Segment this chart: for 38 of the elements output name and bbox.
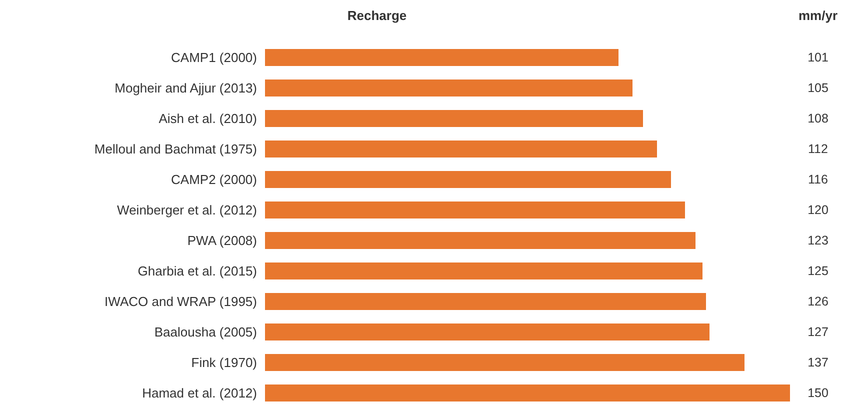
- bar: [265, 232, 696, 249]
- data-label: 150: [808, 386, 828, 400]
- bar: [265, 110, 643, 127]
- y-tick-label: CAMP2 (2000): [171, 172, 257, 187]
- bar: [265, 324, 710, 340]
- data-label: 101: [808, 50, 828, 64]
- y-tick-label: Weinberger et al. (2012): [117, 202, 257, 218]
- y-tick-label: Aish et al. (2010): [158, 110, 257, 126]
- data-label: 112: [808, 142, 828, 156]
- bar: [265, 140, 657, 158]
- data-label: 127: [808, 325, 828, 339]
- data-label: 108: [808, 112, 828, 126]
- y-tick-label: CAMP1 (2000): [171, 50, 257, 65]
- y-tick-label: Melloul and Bachmat (1975): [94, 141, 257, 156]
- data-label: 126: [808, 294, 828, 308]
- data-label: 125: [808, 264, 828, 278]
- chart-title: Recharge: [346, 8, 408, 23]
- bar: [265, 262, 702, 280]
- y-tick-label: Gharbia et al. (2015): [138, 263, 257, 278]
- bar: [265, 49, 618, 66]
- data-label: 120: [808, 203, 828, 217]
- bar: [265, 80, 632, 96]
- data-label: 123: [808, 234, 828, 248]
- y-tick-label: Hamad et al. (2012): [142, 385, 257, 400]
- bar: [265, 171, 671, 188]
- data-label: 137: [808, 356, 828, 370]
- y-tick-label: Mogheir and Ajjur (2013): [114, 80, 257, 96]
- y-tick-label: Baalousha (2005): [154, 324, 257, 340]
- y-tick-label: PWA (2008): [187, 232, 257, 248]
- data-label: 105: [808, 81, 828, 95]
- unit-header: mm/yr: [797, 8, 839, 23]
- bar: [265, 384, 790, 402]
- data-label: 116: [808, 172, 828, 186]
- bar: [265, 293, 706, 310]
- y-tick-label: IWACO and WRAP (1995): [104, 294, 257, 309]
- y-tick-label: Fink (1970): [191, 354, 257, 370]
- bar: [265, 354, 744, 371]
- bar: [265, 202, 685, 218]
